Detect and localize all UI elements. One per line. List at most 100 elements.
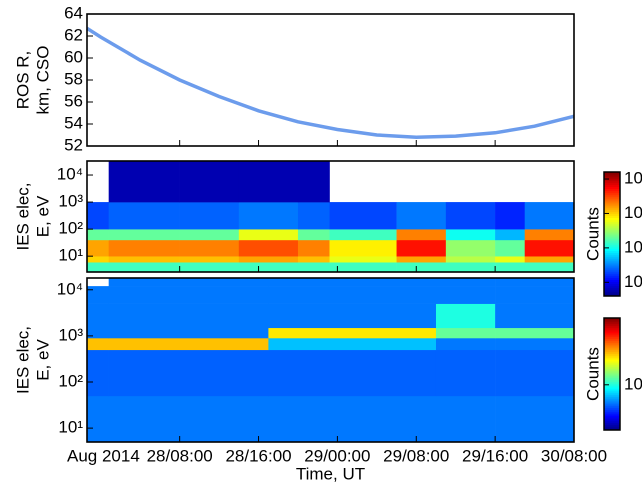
colorbar-strip <box>604 250 620 254</box>
heatmap-cell <box>524 256 575 263</box>
colorbar-strip <box>604 242 620 245</box>
heatmap-cell <box>268 327 437 339</box>
colorbar-strip <box>604 283 620 287</box>
y-tick-label: 10² <box>58 371 83 390</box>
x-axis-label: Time, UT <box>296 464 365 483</box>
colorbar-strip <box>604 176 620 179</box>
heatmap-cell <box>87 337 109 351</box>
heatmap-cell <box>435 303 496 329</box>
y-tick-label: 10¹ <box>58 246 83 265</box>
colorbar-strip <box>604 403 620 407</box>
y-tick-label: 58 <box>64 69 83 88</box>
colorbar-strip <box>604 178 620 181</box>
heatmap-cell <box>396 202 447 230</box>
heatmap-cell <box>495 337 575 351</box>
heatmap-cell <box>268 278 437 287</box>
colorbar-strip <box>604 416 620 420</box>
colorbar-strip <box>604 291 620 295</box>
heatmap-cell <box>297 262 330 273</box>
heatmap-cell <box>396 239 447 257</box>
y-axis-label: IES elec, <box>13 326 32 394</box>
heatmap-cell <box>329 262 397 273</box>
x-tick-label: 30/08:00 <box>541 446 607 465</box>
colorbar-strip <box>604 402 620 405</box>
colorbar-label: Counts <box>583 207 602 261</box>
colorbar-strip <box>604 411 620 414</box>
colorbar-strip <box>604 192 620 196</box>
colorbar-strip <box>604 256 620 260</box>
heatmap-cell <box>329 229 397 241</box>
colorbar-strip <box>604 334 620 338</box>
heatmap-cell <box>238 239 299 257</box>
colorbar-strip <box>604 269 620 272</box>
colorbar-strip <box>604 203 620 206</box>
colorbar-strip <box>604 252 620 256</box>
heatmap-cell <box>87 202 109 230</box>
colorbar-strip <box>604 244 620 247</box>
colorbar-strip <box>604 248 620 252</box>
colorbar-strip <box>604 236 620 239</box>
colorbar-strip <box>604 172 620 175</box>
heatmap-cell <box>297 202 330 230</box>
heatmap-cell <box>495 256 526 263</box>
colorbar-strip <box>604 381 620 384</box>
colorbar-strip <box>604 392 620 396</box>
heatmap-cell <box>87 349 109 397</box>
colorbar-strip <box>604 375 620 379</box>
colorbar-strip <box>604 387 620 390</box>
colorbar-strip <box>604 415 620 418</box>
colorbar-strip <box>604 366 620 369</box>
heatmap-cell <box>524 262 575 273</box>
colorbar-strip <box>604 196 620 200</box>
y-tick-label: 64 <box>64 3 83 22</box>
heatmap-cell <box>108 239 180 257</box>
heatmap-cell <box>435 278 496 287</box>
colorbar-strip <box>604 331 620 334</box>
panel-frame <box>86 160 575 273</box>
y-tick-label: 10³ <box>58 192 83 211</box>
colorbar-strip <box>604 223 620 227</box>
colorbar-strip <box>604 325 620 328</box>
colorbar-strip <box>604 400 620 403</box>
colorbar-tick-label: 10⁵ <box>624 203 642 222</box>
colorbar-strip <box>604 271 620 274</box>
colorbar-strip <box>604 357 620 360</box>
heatmap-cell <box>179 239 240 257</box>
heatmap-cell <box>108 262 180 273</box>
colorbar-strip <box>604 405 620 409</box>
colorbar-strip <box>604 262 620 266</box>
x-tick-label: 29/16:00 <box>462 446 528 465</box>
colorbar-strip <box>604 413 620 416</box>
y-tick-label: 56 <box>64 91 83 110</box>
heatmap-cell <box>268 303 437 329</box>
colorbar-strip <box>604 205 620 208</box>
colorbar-label: Counts <box>583 347 602 401</box>
colorbar-strip <box>604 194 620 198</box>
colorbar-strip <box>604 338 620 341</box>
heatmap-cell <box>108 229 180 241</box>
colorbar-strip <box>604 293 620 297</box>
colorbar-strip <box>604 347 620 351</box>
colorbar-strip <box>604 424 620 427</box>
colorbar-strip <box>604 260 620 264</box>
heatmap-cell <box>435 337 496 351</box>
y-tick-label: 10² <box>58 219 83 238</box>
heatmap-cell <box>87 303 109 329</box>
colorbar-strip <box>604 426 620 429</box>
heatmap-cell <box>445 202 496 230</box>
colorbar-strip <box>604 225 620 229</box>
heatmap-cell <box>238 202 299 230</box>
heatmap-cell <box>396 262 447 273</box>
colorbar-strip <box>604 273 620 276</box>
heatmap-cell <box>108 303 269 329</box>
heatmap-cell <box>445 262 496 273</box>
heatmap-cell <box>108 161 180 203</box>
colorbar-strip <box>604 182 620 185</box>
heatmap-cell <box>87 327 109 339</box>
colorbar-strip <box>604 279 620 283</box>
heatmap-cell <box>238 229 299 241</box>
y-tick-label: 10¹ <box>58 418 83 437</box>
heatmap-cell <box>108 395 269 443</box>
colorbar-strip <box>604 207 620 210</box>
colorbar-strip <box>604 229 620 233</box>
